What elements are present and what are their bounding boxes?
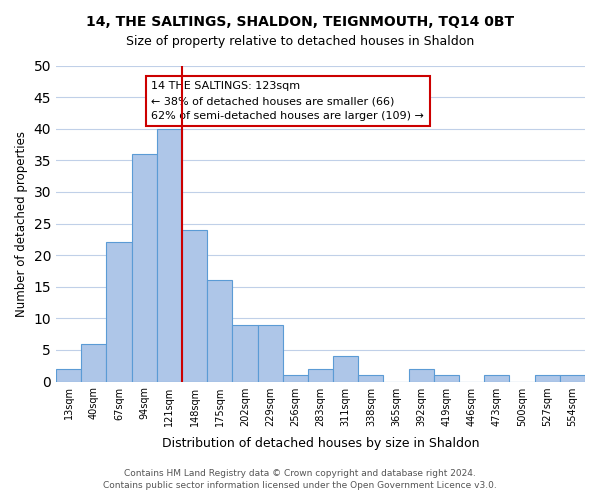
Text: 14 THE SALTINGS: 123sqm
← 38% of detached houses are smaller (66)
62% of semi-de: 14 THE SALTINGS: 123sqm ← 38% of detache… [151,82,424,121]
Bar [257,324,283,382]
Bar [81,344,106,382]
Bar [409,369,434,382]
Bar [207,280,232,382]
Bar [283,375,308,382]
Y-axis label: Number of detached properties: Number of detached properties [15,130,28,316]
Bar [560,375,585,382]
Bar [232,324,257,382]
Text: Contains HM Land Registry data © Crown copyright and database right 2024.
Contai: Contains HM Land Registry data © Crown c… [103,468,497,490]
Bar [333,356,358,382]
Bar [484,375,509,382]
Bar [157,128,182,382]
X-axis label: Distribution of detached houses by size in Shaldon: Distribution of detached houses by size … [162,437,479,450]
Bar [434,375,459,382]
Bar [535,375,560,382]
Bar [106,242,131,382]
Bar [182,230,207,382]
Bar [358,375,383,382]
Text: Size of property relative to detached houses in Shaldon: Size of property relative to detached ho… [126,35,474,48]
Bar [56,369,81,382]
Bar [131,154,157,382]
Text: 14, THE SALTINGS, SHALDON, TEIGNMOUTH, TQ14 0BT: 14, THE SALTINGS, SHALDON, TEIGNMOUTH, T… [86,15,514,29]
Bar [308,369,333,382]
